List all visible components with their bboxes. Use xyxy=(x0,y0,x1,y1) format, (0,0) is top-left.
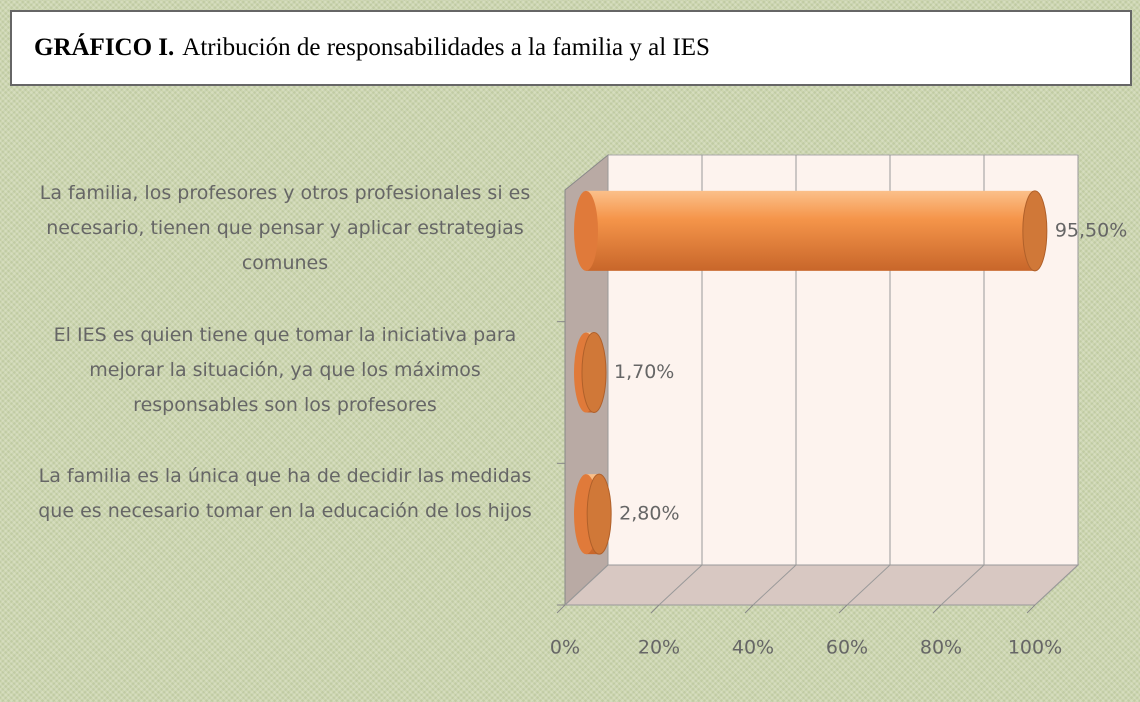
bar-cap-end xyxy=(586,473,612,555)
category-label: La familia, los profesores y otros profe… xyxy=(39,181,531,274)
floor-grid-line xyxy=(564,564,609,606)
bar xyxy=(574,190,1048,272)
value-label: 95,50% xyxy=(1055,219,1127,241)
x-tick-label: 100% xyxy=(1008,637,1062,659)
bar xyxy=(574,473,612,555)
category-label: El IES es quien tiene que tomar la inici… xyxy=(53,323,517,416)
x-tick-label: 40% xyxy=(732,637,774,659)
x-tick-label: 0% xyxy=(550,637,580,659)
floor-grid-line xyxy=(752,564,797,606)
floor-grid-line xyxy=(658,564,703,606)
x-tick xyxy=(1026,604,1036,614)
category-label: La familia es la única que ha de decidir… xyxy=(38,465,532,523)
value-label: 2,80% xyxy=(619,503,679,525)
x-tick-label: 20% xyxy=(638,637,680,659)
value-label: 1,70% xyxy=(614,361,674,383)
x-tick-label: 60% xyxy=(826,637,868,659)
x-tick xyxy=(744,604,754,614)
chart-title: Atribución de responsabilidades a la fam… xyxy=(182,34,710,61)
x-tick xyxy=(556,604,566,614)
x-tick xyxy=(838,604,848,614)
x-tick-label: 80% xyxy=(920,637,962,659)
bar-cap-end xyxy=(1022,190,1048,272)
floor-grid-line xyxy=(940,564,985,606)
bar-cap-end xyxy=(581,332,607,413)
bar xyxy=(574,332,607,413)
floor-grid-line xyxy=(846,564,891,606)
title-label: GRÁFICO I. xyxy=(34,34,175,61)
floor-grid-line xyxy=(1034,564,1079,606)
bar-cap-start xyxy=(574,190,598,271)
floor xyxy=(563,564,1080,606)
title-box: GRÁFICO I. Atribución de responsabilidade… xyxy=(10,10,1132,86)
bar-body xyxy=(586,190,1035,271)
x-tick xyxy=(650,604,660,614)
x-tick xyxy=(932,604,942,614)
